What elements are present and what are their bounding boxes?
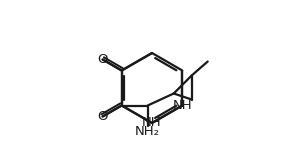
Text: NH: NH: [172, 99, 192, 112]
Text: O: O: [97, 110, 108, 123]
Text: O: O: [97, 53, 108, 66]
Text: NH: NH: [142, 116, 162, 130]
Text: NH₂: NH₂: [135, 125, 160, 138]
